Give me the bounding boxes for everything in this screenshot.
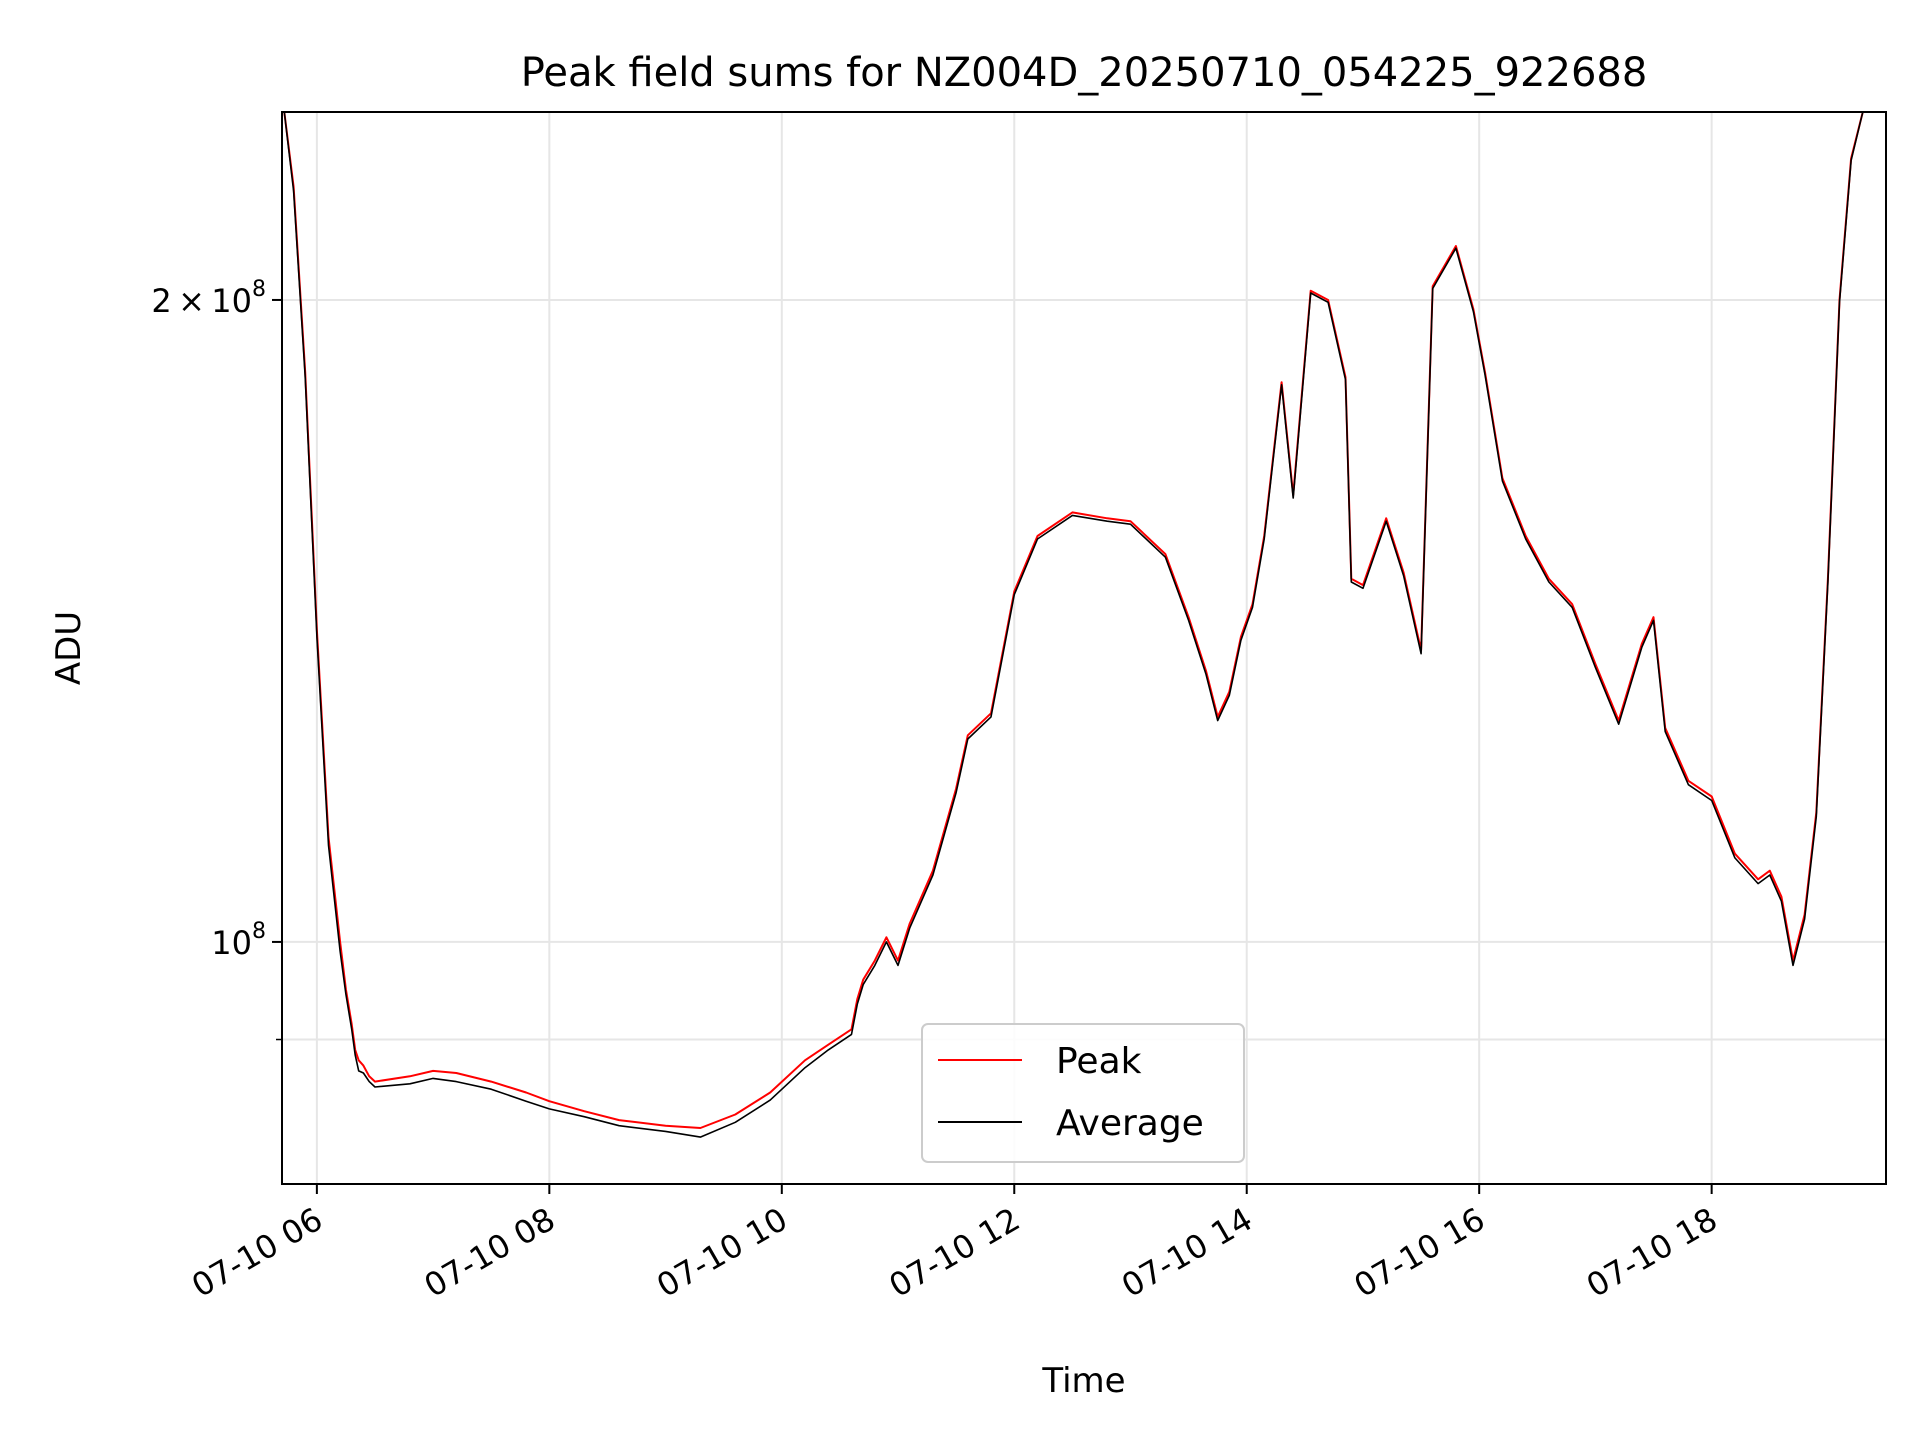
y-tick-label: 2 × 108: [151, 277, 266, 320]
x-axis-label: Time: [1041, 1361, 1125, 1401]
plot-frame: [281, 111, 1887, 1185]
legend: Peak Average: [921, 1023, 1245, 1163]
series-line-average: [283, 112, 1864, 1138]
series-layer: [283, 112, 1864, 1138]
legend-box: [921, 1023, 1245, 1163]
legend-label: Average: [1056, 1103, 1204, 1144]
legend-label: Peak: [1056, 1041, 1142, 1082]
chart-title: Peak field sums for NZ004D_20250710_0542…: [521, 50, 1648, 96]
y-axis-label: ADU: [49, 611, 89, 685]
y-axis: 108 2 × 108: [151, 277, 282, 1041]
series-line-peak: [283, 112, 1864, 1129]
y-tick-label: 108: [211, 919, 266, 962]
